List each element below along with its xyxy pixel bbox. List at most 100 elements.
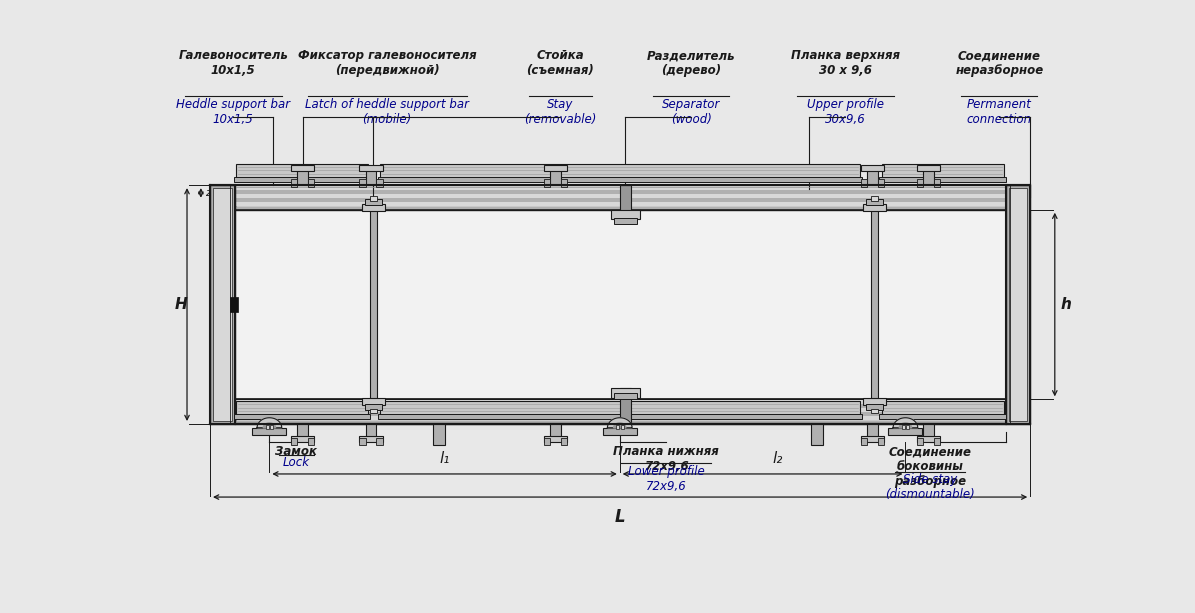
- Polygon shape: [298, 169, 308, 185]
- Polygon shape: [866, 404, 883, 410]
- Polygon shape: [213, 188, 232, 421]
- Polygon shape: [917, 165, 940, 172]
- Text: Разделитель
(дерево): Разделитель (дерево): [648, 50, 736, 77]
- Polygon shape: [235, 421, 1005, 424]
- Polygon shape: [863, 204, 887, 211]
- Polygon shape: [882, 401, 1004, 417]
- Polygon shape: [235, 198, 1005, 202]
- Polygon shape: [620, 387, 631, 424]
- Polygon shape: [366, 169, 376, 185]
- Polygon shape: [544, 165, 568, 172]
- Polygon shape: [234, 414, 370, 419]
- Polygon shape: [231, 297, 238, 312]
- Polygon shape: [860, 165, 884, 172]
- Polygon shape: [235, 207, 1005, 210]
- Polygon shape: [620, 425, 624, 429]
- Polygon shape: [235, 186, 1005, 189]
- Polygon shape: [810, 424, 823, 446]
- Polygon shape: [871, 210, 878, 399]
- Polygon shape: [900, 423, 912, 428]
- Polygon shape: [235, 202, 1005, 206]
- Polygon shape: [362, 204, 385, 211]
- Polygon shape: [290, 436, 314, 443]
- Text: Lock: Lock: [283, 456, 310, 469]
- Polygon shape: [611, 389, 639, 398]
- Polygon shape: [378, 177, 863, 182]
- Polygon shape: [298, 424, 308, 440]
- Polygon shape: [934, 179, 940, 187]
- Text: Соединение
боковины
разборное: Соединение боковины разборное: [889, 446, 972, 489]
- Polygon shape: [235, 400, 1005, 404]
- Text: H: H: [174, 297, 188, 312]
- Text: Соединение
неразборное: Соединение неразборное: [955, 50, 1043, 77]
- Text: Планка верхняя
30 x 9,6: Планка верхняя 30 x 9,6: [791, 50, 900, 77]
- Polygon shape: [263, 423, 276, 428]
- Polygon shape: [917, 436, 940, 443]
- Polygon shape: [544, 436, 568, 443]
- Text: z: z: [206, 188, 212, 198]
- Polygon shape: [906, 425, 909, 429]
- Polygon shape: [235, 416, 1005, 420]
- Polygon shape: [364, 404, 382, 410]
- Polygon shape: [369, 408, 378, 413]
- Polygon shape: [877, 438, 884, 446]
- Polygon shape: [917, 438, 923, 446]
- Polygon shape: [871, 196, 878, 200]
- Polygon shape: [376, 179, 382, 187]
- Polygon shape: [866, 169, 877, 185]
- Polygon shape: [613, 423, 626, 428]
- Polygon shape: [544, 179, 551, 187]
- Polygon shape: [613, 393, 637, 399]
- Text: Замок: Замок: [275, 446, 318, 459]
- Text: h: h: [1061, 297, 1072, 312]
- Polygon shape: [611, 210, 639, 219]
- Polygon shape: [308, 179, 314, 187]
- Polygon shape: [360, 179, 366, 187]
- Polygon shape: [866, 424, 877, 440]
- Polygon shape: [290, 438, 298, 446]
- Polygon shape: [923, 424, 934, 440]
- Polygon shape: [860, 438, 866, 446]
- Polygon shape: [360, 436, 382, 443]
- Polygon shape: [866, 199, 883, 205]
- Polygon shape: [360, 438, 366, 446]
- Polygon shape: [380, 401, 860, 417]
- Polygon shape: [562, 179, 568, 187]
- Polygon shape: [237, 164, 368, 181]
- Polygon shape: [376, 438, 382, 446]
- Polygon shape: [362, 398, 385, 405]
- Text: Галевоноситель
10x1,5: Галевоноситель 10x1,5: [178, 50, 288, 77]
- Polygon shape: [602, 428, 637, 435]
- Polygon shape: [1009, 188, 1027, 421]
- Polygon shape: [290, 165, 314, 172]
- Polygon shape: [880, 177, 1006, 182]
- Polygon shape: [860, 179, 866, 187]
- Polygon shape: [235, 194, 1005, 198]
- Polygon shape: [235, 408, 1005, 412]
- Polygon shape: [290, 179, 298, 187]
- Polygon shape: [235, 190, 1005, 194]
- Polygon shape: [615, 425, 619, 429]
- Text: L: L: [614, 508, 625, 526]
- Text: l₂: l₂: [773, 451, 783, 466]
- Text: Side stay
(dismountable): Side stay (dismountable): [885, 473, 975, 501]
- Polygon shape: [364, 199, 382, 205]
- Polygon shape: [544, 438, 551, 446]
- Polygon shape: [934, 438, 940, 446]
- Polygon shape: [237, 401, 368, 417]
- Polygon shape: [369, 210, 378, 399]
- Text: Планка нижняя
72x9,6: Планка нижняя 72x9,6: [613, 446, 719, 473]
- Polygon shape: [380, 164, 860, 181]
- Polygon shape: [923, 169, 934, 185]
- Polygon shape: [1005, 185, 1030, 424]
- Polygon shape: [901, 425, 905, 429]
- Polygon shape: [366, 424, 376, 440]
- Polygon shape: [551, 424, 562, 440]
- Polygon shape: [551, 169, 562, 185]
- Polygon shape: [360, 165, 382, 172]
- Polygon shape: [917, 179, 923, 187]
- Polygon shape: [270, 425, 274, 429]
- Text: Фиксатор галевоносителя
(передвижной): Фиксатор галевоносителя (передвижной): [298, 50, 477, 77]
- Text: Permanent
connection: Permanent connection: [967, 98, 1032, 126]
- Polygon shape: [210, 185, 234, 424]
